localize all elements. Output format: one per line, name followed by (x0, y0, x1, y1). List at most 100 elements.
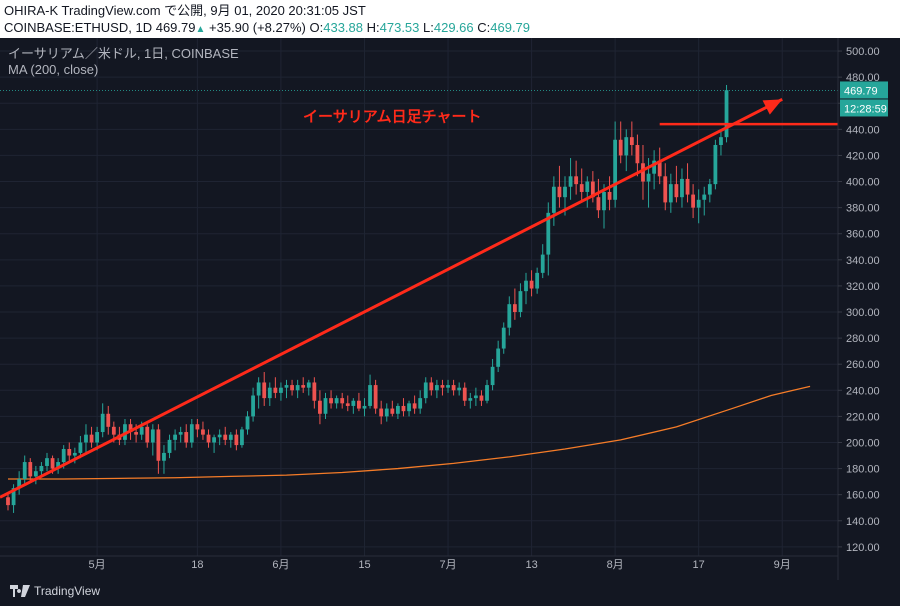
candle (206, 429, 211, 448)
tradingview-brand[interactable]: TradingView (10, 584, 100, 598)
candle-body (579, 184, 584, 192)
candle-body (596, 197, 601, 211)
candle (28, 458, 33, 482)
candle (351, 398, 356, 414)
trend-arrow-head (762, 99, 783, 115)
y-tick-label: 360.00 (846, 229, 880, 241)
candle (312, 377, 317, 409)
candle (719, 129, 723, 156)
candle (189, 418, 194, 448)
x-axis: 5月 18 6月 15 7月 13 8月 17 9月 (0, 555, 838, 571)
candle-body (178, 432, 183, 435)
candle-body (496, 348, 501, 367)
brand-label: TradingView (34, 584, 101, 598)
y-tick-label: 440.00 (846, 124, 880, 136)
x-tick-label: 7月 (439, 559, 456, 571)
candle (657, 147, 662, 185)
candle-body (719, 137, 723, 145)
candle-body (340, 398, 345, 404)
y-tick-label: 140.00 (846, 516, 880, 528)
candle-body (546, 212, 551, 255)
candle-body (223, 434, 228, 440)
x-tick-label: 18 (191, 559, 203, 571)
high-value: 473.53 (379, 20, 420, 35)
candle (184, 424, 189, 448)
y-tick-label: 340.00 (846, 255, 880, 267)
candle-body (84, 434, 88, 443)
candle (279, 382, 283, 401)
candle-body (418, 398, 423, 409)
candle-body (713, 144, 718, 185)
candle-body (401, 405, 406, 412)
candle-body (134, 432, 139, 435)
candle (540, 244, 545, 279)
trend-arrow-line (0, 97, 783, 499)
tradingview-logo-icon (10, 585, 30, 597)
candle (440, 379, 445, 396)
candle-body (607, 191, 612, 200)
candle (22, 455, 27, 485)
candle (245, 411, 250, 435)
candle-body (479, 395, 484, 401)
candle-body (279, 387, 283, 393)
candle (418, 390, 423, 414)
candle-body (150, 429, 155, 443)
candle (568, 158, 573, 200)
candle-body (201, 429, 205, 435)
candle (306, 379, 311, 396)
candle (301, 377, 306, 393)
up-arrow-icon: ▲ (195, 24, 206, 35)
candle-body (624, 137, 629, 156)
last-price-badge (840, 81, 888, 99)
candle (262, 372, 267, 406)
candle-body (306, 382, 311, 388)
candle-body (145, 426, 150, 443)
candle (45, 452, 49, 472)
annotation-layer: イーサリアム日足チャート (0, 97, 838, 499)
candle (84, 424, 88, 453)
candle-body (707, 184, 712, 195)
candle-body (434, 385, 439, 391)
candle-body (574, 176, 579, 185)
low-label: L: (423, 20, 434, 35)
candle (145, 424, 150, 448)
candle (334, 395, 339, 409)
y-tick-label: 280.00 (846, 333, 880, 345)
candle-body (351, 400, 356, 406)
candle-body (156, 429, 161, 461)
candle (702, 186, 707, 216)
candle-body (473, 395, 478, 399)
price-labels: 469.79 12:28:59 (840, 81, 888, 117)
candle (167, 434, 172, 459)
candle-body (379, 408, 384, 417)
candle (446, 379, 450, 393)
candle-body (507, 304, 512, 328)
candle-body (602, 191, 606, 211)
candle-body (685, 178, 690, 195)
chart-header: OHIRA-K TradingView.com で公開, 9月 01, 2020… (0, 0, 900, 38)
candle (674, 165, 679, 203)
candle (423, 377, 428, 404)
candle-body (512, 304, 517, 313)
candle (524, 272, 528, 305)
candle-body (167, 439, 172, 453)
legend-ma: MA (200, close) (8, 62, 99, 77)
candle-body (318, 400, 322, 414)
x-tick-label: 6月 (272, 559, 289, 571)
candle-body (462, 387, 467, 401)
candle-body (440, 385, 445, 388)
candle (412, 395, 417, 414)
candle (429, 377, 434, 396)
candle (557, 165, 562, 208)
candle (78, 435, 83, 459)
candle (251, 387, 255, 422)
candle-body (663, 176, 668, 203)
y-tick-label: 400.00 (846, 177, 880, 189)
candle (357, 392, 361, 412)
candle (89, 426, 94, 448)
chart-grid (0, 38, 838, 556)
symbol-label: COINBASE:ETHUSD, 1D (4, 20, 153, 35)
candle (173, 429, 177, 451)
candle-body (189, 424, 194, 443)
